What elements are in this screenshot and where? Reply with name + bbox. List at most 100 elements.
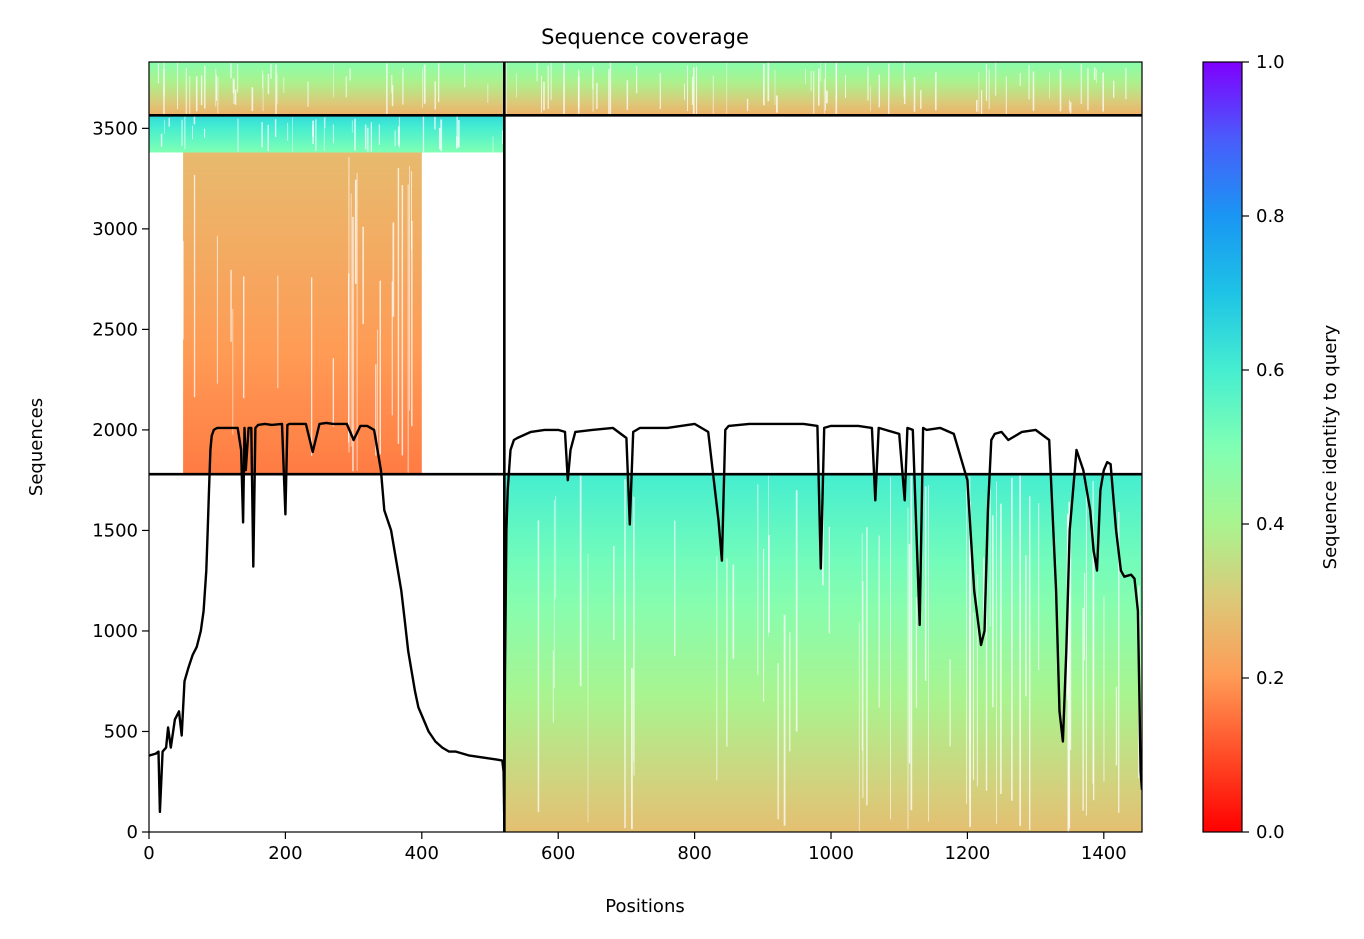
gap-streak [364, 124, 367, 150]
gap-streak [1096, 69, 1097, 83]
gap-streak [949, 659, 951, 747]
colorbar-tick-label: 1.0 [1256, 52, 1285, 73]
gap-streak [1028, 65, 1030, 100]
x-tick-label: 200 [268, 843, 302, 864]
x-tick-label: 0 [143, 843, 154, 864]
gap-streak [687, 65, 688, 111]
gap-streak [966, 475, 967, 804]
gap-streak [193, 174, 196, 398]
gap-streak [822, 504, 824, 586]
gap-streak [398, 117, 400, 148]
gap-streak [903, 62, 905, 98]
gap-streak [935, 72, 937, 111]
gap-streak [352, 216, 354, 472]
gap-streak [348, 273, 350, 443]
gap-streak [988, 69, 990, 110]
gap-streak [825, 63, 826, 111]
gap-streak [976, 574, 978, 787]
gap-streak [989, 476, 991, 627]
x-tick-label: 400 [405, 843, 439, 864]
x-tick-label: 600 [541, 843, 575, 864]
gap-streak [375, 364, 377, 456]
gap-streak [858, 621, 860, 832]
gap-streak [204, 128, 206, 138]
gap-streak [978, 71, 980, 113]
gap-streak [910, 474, 913, 811]
colorbar-tick-label: 0.8 [1256, 206, 1285, 227]
y-tick-label: 0 [127, 822, 138, 843]
gap-streak [270, 64, 272, 79]
gap-streak [828, 526, 830, 634]
gap-streak [362, 226, 364, 325]
gap-streak [379, 280, 381, 455]
gap-streak [391, 85, 394, 107]
gap-streak [1005, 76, 1007, 115]
gap-streak [438, 63, 440, 103]
gap-streak [391, 75, 393, 93]
gap-streak [579, 474, 582, 687]
y-tick-label: 2500 [92, 319, 138, 340]
gap-streak [888, 63, 890, 115]
gap-streak [394, 130, 396, 147]
gap-streak [274, 119, 277, 137]
gap-streak [577, 76, 580, 114]
gap-streak [1085, 483, 1087, 816]
gap-streak [920, 90, 922, 109]
gap-streak [757, 484, 759, 676]
gap-streak [261, 122, 263, 148]
gap-streak [696, 66, 698, 115]
gap-streak [1011, 478, 1013, 801]
colorbar-tick-label: 0.6 [1256, 360, 1285, 381]
gap-streak [659, 73, 661, 109]
gap-streak [547, 65, 549, 109]
gap-streak [1032, 71, 1035, 111]
gap-streak [777, 663, 779, 820]
gap-streak [193, 115, 196, 125]
gap-streak [232, 78, 235, 94]
gap-streak [823, 78, 825, 115]
gap-streak [243, 276, 245, 399]
x-axis-label: Positions [605, 896, 684, 917]
gap-streak [1038, 503, 1040, 670]
gap-streak [981, 90, 983, 116]
gap-streak [763, 548, 765, 702]
gap-streak [924, 486, 927, 681]
gap-streak [541, 75, 542, 113]
gap-streak [168, 117, 170, 127]
gap-streak [746, 98, 749, 111]
gap-streak [184, 116, 186, 149]
gap-streak [1000, 503, 1002, 794]
gap-streak [323, 118, 325, 152]
colorbar: 0.0 0.2 0.4 0.6 0.8 1.0 Sequence identity to … [1202, 52, 1341, 843]
gap-streak [908, 544, 911, 764]
gap-streak [1059, 69, 1062, 112]
gap-streak [422, 116, 425, 153]
gap-streak [1068, 99, 1070, 112]
x-tick-label: 1200 [945, 843, 991, 864]
gap-streak [613, 546, 615, 640]
gap-streak [204, 65, 206, 109]
msa-blocks [149, 62, 1142, 832]
gap-streak [292, 117, 293, 152]
gap-streak [216, 236, 218, 384]
gap-streak [409, 166, 410, 411]
gap-streak [505, 62, 507, 115]
gap-streak [732, 564, 735, 659]
gap-streak [267, 74, 270, 95]
gap-streak [972, 612, 974, 780]
gap-streak [543, 81, 545, 111]
gap-streak [1029, 496, 1031, 830]
gap-streak [633, 496, 635, 762]
gap-streak [870, 86, 871, 112]
gap-streak [555, 495, 557, 599]
gap-streak [1080, 63, 1082, 104]
gap-streak [251, 87, 254, 112]
gap-streak [181, 119, 183, 146]
gap-streak [230, 63, 232, 79]
gap-streak [333, 64, 334, 98]
gap-streak [464, 64, 466, 88]
gap-streak [307, 81, 309, 107]
gap-streak [230, 269, 232, 342]
gap-streak [712, 75, 714, 114]
gap-streak [215, 68, 217, 107]
